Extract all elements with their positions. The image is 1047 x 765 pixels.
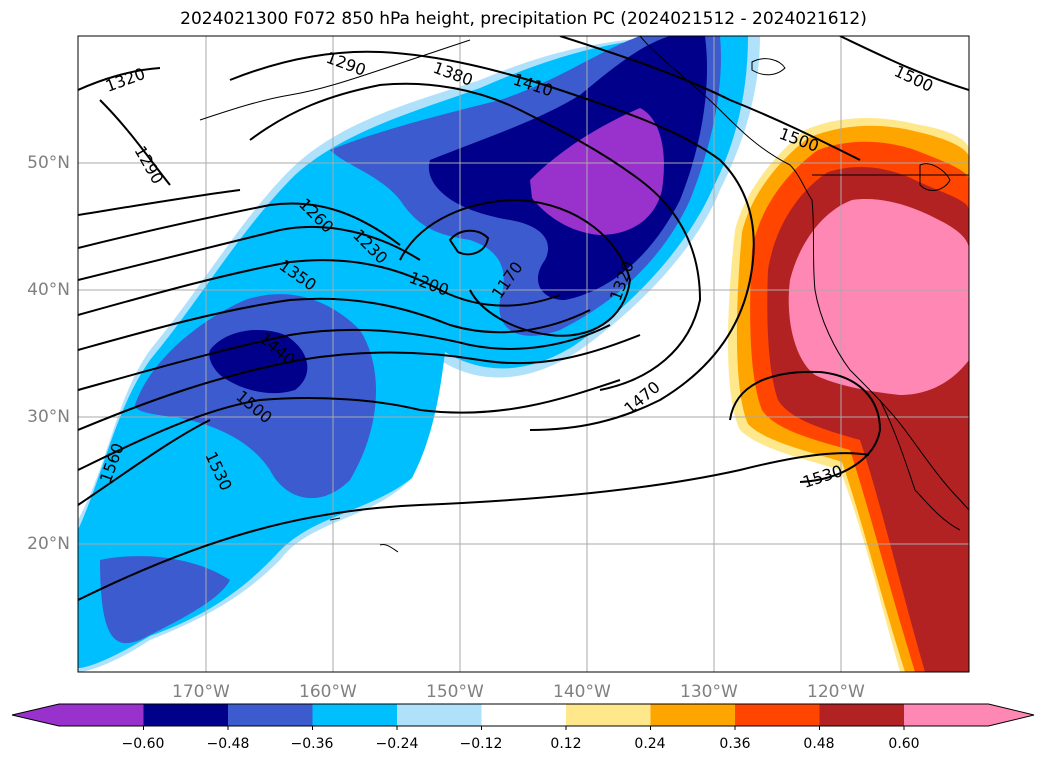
colorbar-segment xyxy=(143,704,229,726)
colorbar-extend-high xyxy=(988,704,1034,726)
contour-label: 1530 xyxy=(800,461,845,492)
island-vancouver xyxy=(751,58,786,76)
coastline-hawaii xyxy=(329,517,399,553)
lat-label: 40°N xyxy=(27,280,70,300)
lon-label: 130°W xyxy=(680,682,738,702)
lon-label: 150°W xyxy=(426,682,484,702)
lat-label: 50°N xyxy=(27,153,70,173)
colorbar-extend-low xyxy=(12,704,59,726)
height-contours xyxy=(78,36,969,601)
contour-label: 1500 xyxy=(891,61,936,95)
colorbar-tick-label: −0.24 xyxy=(375,736,419,752)
lon-label: 170°W xyxy=(172,682,230,702)
colorbar-segment xyxy=(397,704,482,726)
colorbar-tick-label: −0.60 xyxy=(121,736,165,752)
precip-region-royal-blue-3 xyxy=(100,556,230,644)
lat-label: 30°N xyxy=(27,407,70,427)
colorbar-tick-label: −0.12 xyxy=(459,736,503,752)
colorbar-tick-label: 0.12 xyxy=(550,736,582,752)
colorbar-tick-label: −0.48 xyxy=(206,736,250,752)
precip-region-purple xyxy=(530,108,664,235)
colorbar-tick-label: 0.48 xyxy=(803,736,835,752)
colorbar-segment xyxy=(481,704,567,726)
colorbar-tick-label: 0.36 xyxy=(719,736,751,752)
precip-region-royal-blue xyxy=(135,294,377,499)
colorbar-segment xyxy=(819,704,905,726)
precip-region-pink xyxy=(788,199,969,395)
coastline-alaska xyxy=(199,39,471,121)
colorbar-segment xyxy=(59,704,144,726)
colorbar-tick-label: −0.36 xyxy=(290,736,334,752)
colorbar-tick-label: 0.60 xyxy=(888,736,920,752)
coastline-baja xyxy=(879,399,961,531)
colorbar-outline xyxy=(11,703,1035,727)
map-title: 2024021300 F072 850 hPa height, precipit… xyxy=(180,9,867,29)
contour-label: 1470 xyxy=(620,377,663,418)
colorbar-segment xyxy=(566,704,651,726)
lat-label: 20°N xyxy=(27,534,70,554)
colorbar-segment xyxy=(904,704,989,726)
colorbar-tick-label: 0.24 xyxy=(634,736,666,752)
island-small xyxy=(919,163,951,191)
coastline-north-america xyxy=(639,36,969,511)
coastlines xyxy=(199,36,969,553)
lon-label: 160°W xyxy=(299,682,357,702)
lon-label: 120°W xyxy=(807,682,865,702)
contour-label: 1290 xyxy=(131,143,168,188)
colorbar-segment xyxy=(312,704,398,726)
map-frame xyxy=(77,35,970,673)
precip-region-navy xyxy=(209,330,308,394)
colorbar xyxy=(11,703,1035,730)
colorbar-segment xyxy=(228,704,313,726)
contour-label: 1320 xyxy=(103,64,148,96)
lon-label: 140°W xyxy=(553,682,611,702)
colorbar-segment xyxy=(650,704,736,726)
colorbar-segment xyxy=(735,704,820,726)
